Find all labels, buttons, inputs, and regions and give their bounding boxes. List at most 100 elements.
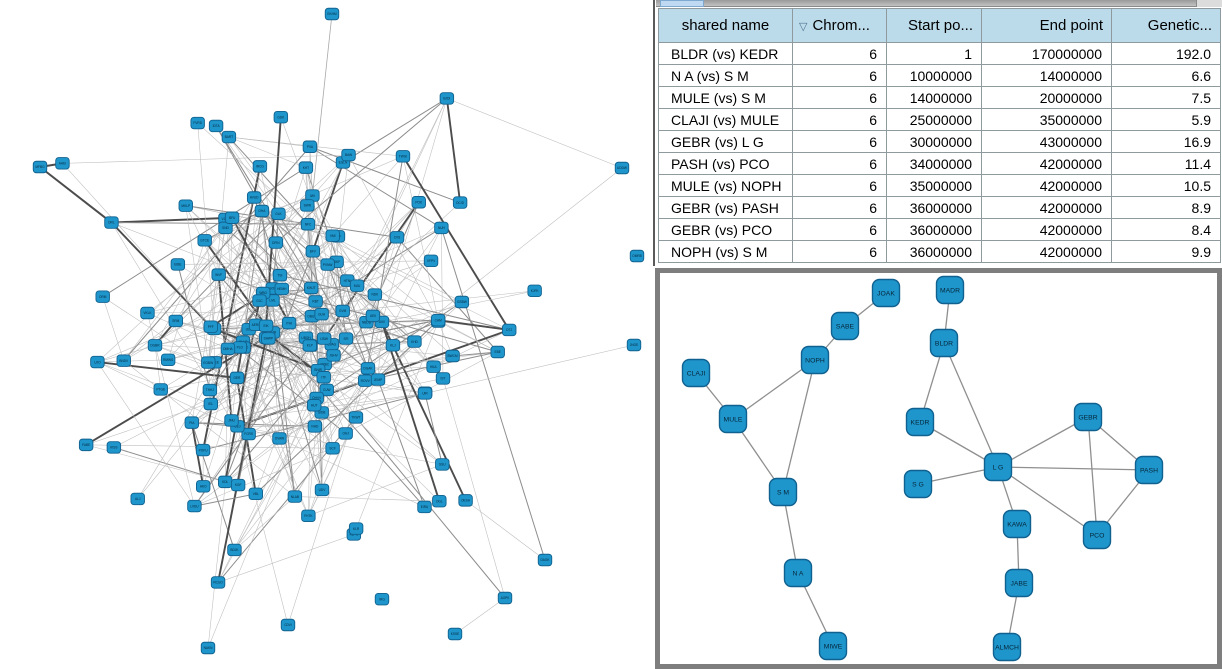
overview-network-canvas[interactable]: MLLONBEEOERADFWPADDRLEGLNISTNUHAKOCPBCSF…	[0, 0, 653, 669]
overview-node[interactable]: THHJ	[202, 383, 218, 397]
table-cell[interactable]: 35000000	[981, 108, 1112, 131]
overview-node[interactable]: DFIN	[268, 236, 284, 249]
overview-node[interactable]: BNDV	[116, 354, 131, 367]
table-cell[interactable]: 5.9	[1111, 108, 1221, 131]
overview-node[interactable]: ITHI	[281, 316, 297, 330]
table-cell[interactable]: 6	[792, 64, 887, 87]
table-cell[interactable]: 6	[792, 130, 887, 153]
detail-node-MULE[interactable]: MULE	[718, 404, 748, 434]
table-cell[interactable]: 42000000	[981, 218, 1112, 241]
detail-edge-L G-PCO[interactable]	[997, 466, 1098, 536]
table-cell[interactable]: 36000000	[886, 218, 982, 241]
table-cell[interactable]: 42000000	[981, 174, 1112, 197]
overview-node[interactable]: NLAB	[287, 490, 303, 503]
overview-node[interactable]: DAWP	[261, 332, 276, 345]
table-cell[interactable]: 6	[792, 218, 887, 241]
detail-edge-GEBR-PCO[interactable]	[1087, 416, 1098, 536]
table-cell[interactable]: PASH (vs) PCO	[658, 152, 793, 175]
overview-node[interactable]: EIRU	[417, 500, 432, 514]
overview-node[interactable]: VMI	[325, 229, 340, 242]
overview-node[interactable]: NAKN	[200, 641, 216, 655]
overview-node[interactable]: GJC	[252, 294, 267, 307]
overview-node[interactable]: EIK	[258, 319, 274, 333]
scrollbar-thumb[interactable]	[660, 0, 704, 7]
table-row[interactable]: MULE (vs) NOPH 6 35000000 42000000 10.5	[658, 174, 1221, 197]
overview-node[interactable]: OESH	[458, 494, 473, 507]
table-cell[interactable]: 170000000	[981, 42, 1112, 65]
table-cell[interactable]: 7.5	[1111, 86, 1221, 109]
table-cell[interactable]: 42000000	[981, 196, 1112, 219]
overview-node[interactable]: PTGE	[153, 383, 168, 396]
table-row[interactable]: GEBR (vs) L G 6 30000000 43000000 16.9	[658, 130, 1221, 153]
overview-node[interactable]: LVDU	[187, 499, 202, 513]
table-cell[interactable]: MULE (vs) NOPH	[658, 174, 793, 197]
overview-node[interactable]: EIBE	[170, 258, 186, 271]
detail-edge-L G-GEBR[interactable]	[997, 416, 1089, 468]
overview-node[interactable]: ORM	[95, 290, 110, 303]
overview-node[interactable]: KSSE	[447, 627, 463, 641]
overview-node[interactable]: IJSW	[316, 332, 332, 345]
table-cell[interactable]: BLDR (vs) KEDR	[658, 42, 793, 65]
table-row[interactable]: BLDR (vs) KEDR 6 1 170000000 192.0	[658, 42, 1221, 65]
column-header-4[interactable]: Genetic...	[1111, 8, 1221, 43]
detail-node-PCO[interactable]: PCO	[1082, 520, 1112, 550]
table-cell[interactable]: 25000000	[886, 108, 982, 131]
overview-node[interactable]: UDDW	[614, 161, 630, 175]
overview-node[interactable]: SWR	[300, 199, 315, 212]
table-cell[interactable]: CLAJI (vs) MULE	[658, 108, 793, 131]
overview-node[interactable]: TWGI	[395, 150, 411, 163]
overview-node[interactable]: SRM	[168, 314, 183, 328]
table-cell[interactable]: 30000000	[886, 130, 982, 153]
table-cell[interactable]: 43000000	[981, 130, 1112, 153]
detail-node-MADR[interactable]: MADR	[935, 275, 965, 305]
overview-node[interactable]: UEII	[365, 309, 381, 323]
detail-network-panel[interactable]: JOAK MADR SABE NOPH BLDR CLAJI MULE KEDR GEBR L G…	[655, 268, 1222, 669]
overview-network-panel[interactable]: MLLONBEEOERADFWPADDRLEGLNISTNUHAKOCPBCSF…	[0, 0, 653, 669]
overview-node[interactable]: OGL	[432, 495, 447, 508]
overview-node[interactable]: DAGK	[537, 553, 553, 567]
overview-node[interactable]: PVNW	[320, 258, 335, 271]
table-cell[interactable]: 14000000	[886, 86, 982, 109]
detail-edge-NOPH-MULE[interactable]	[732, 359, 816, 420]
overview-node[interactable]: SSU	[435, 458, 450, 471]
overview-node[interactable]: OHA	[254, 204, 270, 218]
overview-node[interactable]: KLR	[348, 522, 364, 535]
overview-node[interactable]: BDJK	[227, 543, 242, 557]
overview-node[interactable]: BJDI	[439, 92, 455, 105]
overview-node[interactable]: UIR	[417, 387, 433, 400]
overview-node[interactable]: KLJ	[385, 339, 401, 352]
overview-node[interactable]: FABE	[78, 438, 94, 452]
overview-node[interactable]: JEMP	[370, 373, 386, 386]
detail-node-PASH[interactable]: PASH	[1134, 455, 1164, 485]
overview-node[interactable]: MKLP	[178, 199, 193, 212]
overview-node[interactable]: VFPV	[423, 254, 439, 268]
table-row[interactable]: N A (vs) S M 6 10000000 14000000 6.6	[658, 64, 1221, 87]
overview-node[interactable]: MJU	[349, 279, 365, 292]
table-cell[interactable]: 6.6	[1111, 64, 1221, 87]
column-header-3[interactable]: End point	[981, 8, 1112, 43]
overview-node[interactable]: VBL	[248, 487, 263, 500]
overview-node[interactable]: CVS	[389, 231, 405, 244]
detail-edge-NOPH-S M[interactable]	[782, 359, 816, 493]
overview-node[interactable]: KDL	[218, 475, 233, 489]
overview-node[interactable]: POK	[411, 196, 426, 209]
overview-node[interactable]: RCUO	[210, 576, 226, 589]
overview-node[interactable]: SFI	[338, 332, 354, 345]
overview-node[interactable]: EBE	[490, 345, 505, 359]
detail-edge-L G-PASH[interactable]	[997, 466, 1150, 471]
table-cell[interactable]: 34000000	[886, 152, 982, 175]
overview-node[interactable]: PFF	[203, 320, 218, 333]
table-row[interactable]: GEBR (vs) PCO 6 36000000 42000000 8.4	[658, 218, 1221, 241]
overview-node[interactable]: JGHV	[326, 349, 341, 362]
overview-node[interactable]: NHD	[307, 420, 323, 433]
detail-node-MIWE[interactable]: MIWE	[818, 631, 848, 661]
table-cell[interactable]: 10000000	[886, 64, 982, 87]
overview-node[interactable]: RBT	[308, 295, 323, 308]
table-horizontal-scrollbar[interactable]	[656, 0, 1222, 7]
overview-node[interactable]: KHT	[298, 161, 314, 174]
detail-edge-BLDR-L G[interactable]	[943, 342, 999, 468]
column-header-0[interactable]: shared name	[658, 8, 793, 43]
overview-node[interactable]: HEMH	[274, 282, 289, 296]
overview-node[interactable]: BAW	[341, 148, 356, 162]
detail-node-NOPH[interactable]: NOPH	[800, 345, 830, 375]
